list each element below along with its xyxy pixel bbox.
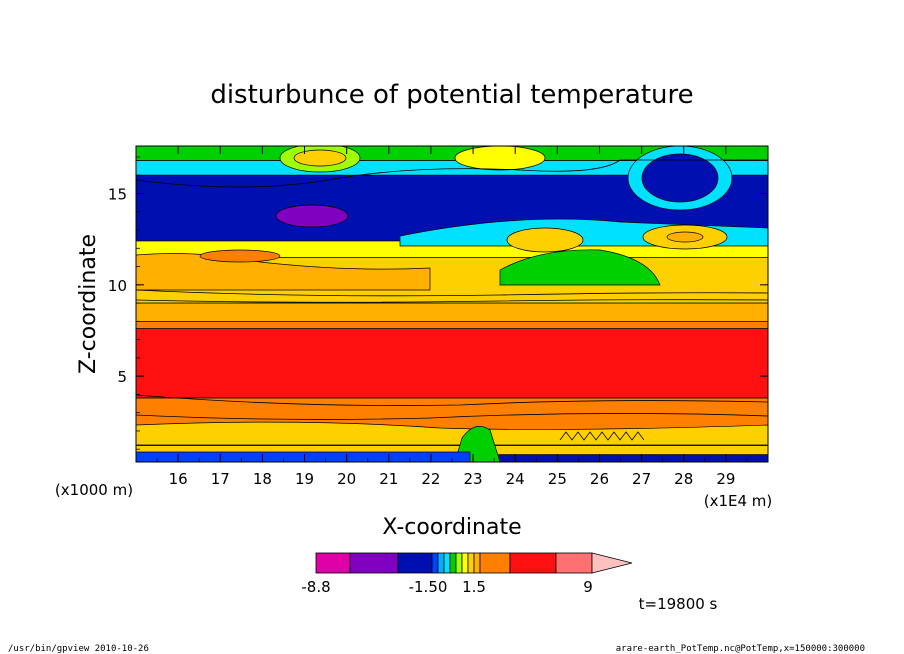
x-tick-label: 27: [632, 470, 651, 488]
colorbar-swatch: [467, 552, 475, 574]
contour-blob: [454, 146, 546, 171]
x-tick-label: 17: [211, 470, 230, 488]
x-tick-label: 16: [169, 470, 188, 488]
contour-blob: [136, 451, 471, 462]
colorbar-tick-label: 9: [583, 578, 593, 596]
colorbar-swatch: [455, 552, 463, 574]
contour-blob: [199, 249, 281, 263]
x-axis: 16 17 18 19 20 21 22 23 24 25 26 27 28 29: [135, 146, 769, 488]
x-tick-label: 24: [506, 470, 525, 488]
x-axis-label: X-coordinate: [382, 515, 521, 540]
y-tick-label: 5: [117, 368, 127, 386]
y-axis-label: Z-coordinate: [76, 234, 101, 374]
footer-left: /usr/bin/gpview 2010-10-26: [8, 644, 149, 654]
contour-blob: [136, 421, 768, 446]
colorbar-swatch: [449, 552, 457, 574]
contour-blob: [666, 231, 704, 243]
colorbar: [315, 552, 633, 574]
x-tick-label: 25: [548, 470, 567, 488]
contour-features: [136, 146, 768, 462]
colorbar-extend-arrow: [591, 552, 633, 574]
x-tick-label: 18: [253, 470, 272, 488]
contour-blob: [293, 149, 347, 167]
colorbar-swatch: [555, 552, 593, 574]
contour-blob: [136, 253, 431, 291]
contour-plot-area: [136, 146, 768, 462]
contour-line: [136, 289, 768, 297]
colorbar-swatch: [397, 552, 433, 574]
x-tick-label: 22: [421, 470, 440, 488]
z-unit-label: (x1000 m): [55, 481, 133, 499]
contour-line: [136, 413, 768, 420]
y-axis: 5 10 15: [108, 156, 768, 450]
contour-lines: [136, 159, 768, 441]
contour-band: [136, 328, 768, 399]
x-tick-label: 20: [337, 470, 356, 488]
colorbar-swatch: [461, 552, 469, 574]
footer-right: arare-earth_PotTemp.nc@PotTemp,x=150000:…: [616, 644, 865, 654]
contour-blob: [275, 204, 349, 228]
colorbar-swatch: [315, 552, 351, 574]
chart-title: disturbunce of potential temperature: [210, 80, 693, 110]
x-tick-label: 28: [674, 470, 693, 488]
x-tick-label: 19: [295, 470, 314, 488]
contour-line: [136, 394, 768, 406]
colorbar-swatch: [443, 552, 451, 574]
x-tick-label: 29: [716, 470, 735, 488]
contour-blob: [499, 249, 661, 286]
y-tick-label: 10: [108, 277, 127, 295]
colorbar-swatch: [479, 552, 511, 574]
colorbar-tick-label: -8.8: [301, 578, 330, 596]
colorbar-swatch: [509, 552, 557, 574]
contour-line: [136, 299, 768, 303]
colorbar-swatch: [473, 552, 481, 574]
x-tick-label: 23: [464, 470, 483, 488]
contour-band: [136, 302, 768, 322]
colorbar-tick-label: -1.50: [409, 578, 448, 596]
contour-band: [136, 321, 768, 330]
contour-line: [559, 431, 645, 441]
colorbar-tick-label: 1.5: [462, 578, 486, 596]
y-tick-label: 15: [108, 185, 127, 203]
colorbar-swatch: [437, 552, 445, 574]
colorbar-swatch: [349, 552, 399, 574]
x-unit-label: (x1E4 m): [704, 492, 773, 510]
colorbar-labels: -8.8 -1.50 1.5 9: [301, 578, 592, 596]
contour-line: [136, 159, 768, 188]
contour-blob: [506, 227, 584, 253]
contour-blob: [641, 153, 719, 203]
colorbar-swatch: [431, 552, 439, 574]
x-tick-label: 21: [379, 470, 398, 488]
time-label: t=19800 s: [639, 595, 718, 613]
x-tick-label: 26: [590, 470, 609, 488]
